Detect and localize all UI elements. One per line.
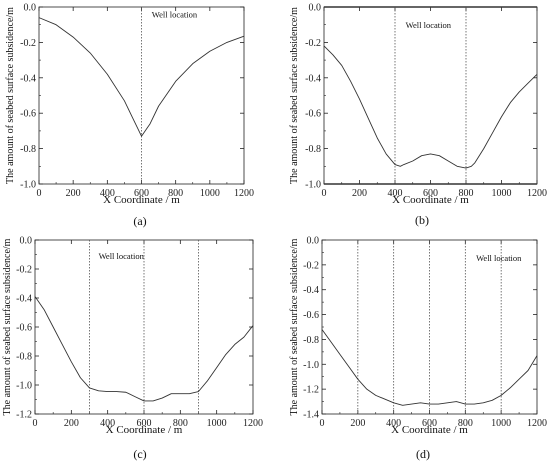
y-tick-label: -0.2	[20, 38, 36, 49]
well-location-annotation: Well location	[476, 253, 522, 263]
subsidence-series-line	[34, 296, 254, 402]
y-tick-label: -1.0	[305, 180, 321, 191]
x-tick-label: 800	[173, 418, 188, 429]
well-location-annotation: Well location	[152, 10, 198, 20]
y-tick-label: -0.6	[16, 323, 32, 334]
chart-panel-3: 0 200 400 600 800 1000 1200 0.0 -0.2 -0.4 -0.6 -0.8…	[2, 236, 263, 462]
x-tick-label: 200	[352, 188, 367, 199]
x-tick-label: 1200	[243, 418, 263, 429]
x-tick-label: 600	[137, 418, 152, 429]
x-axis-label: X Coordinate / m	[392, 194, 469, 206]
y-tick-label: -0.6	[303, 310, 319, 321]
x-tick-label: 800	[459, 188, 474, 199]
plot-frame	[323, 6, 538, 185]
chart-panel-4: 0 200 400 600 800 1000 1200 0.0 -0.2 -0.4 -0.6 -0.8…	[289, 236, 547, 462]
x-tick-label: 800	[458, 418, 473, 429]
x-axis-label: X Coordinate / m	[391, 424, 468, 436]
y-tick-label: -0.2	[16, 265, 32, 276]
x-tick-label: 1000	[492, 188, 512, 199]
y-tick-label: -0.8	[303, 335, 319, 346]
y-tick-label: 0.0	[309, 3, 322, 14]
x-tick-label: 800	[168, 188, 183, 199]
x-tick-label: 1200	[527, 418, 547, 429]
panel-label: (c)	[133, 447, 146, 461]
x-tick-label: 1000	[200, 188, 220, 199]
y-tick-label: 0.0	[24, 3, 37, 14]
y-tick-label: -0.6	[305, 109, 321, 120]
y-tick-label: -1.0	[303, 360, 319, 371]
y-tick-label: -1.2	[303, 385, 319, 396]
y-axis-label: The amount of seabed surface subsidence/…	[289, 7, 300, 184]
y-tick-label: 0.0	[20, 236, 33, 247]
subsidence-series-line	[321, 329, 538, 406]
y-tick-label: -1.0	[16, 381, 32, 392]
y-axis-label: The amount of seabed surface subsidence/…	[2, 238, 13, 415]
y-axis-label: The amount of seabed surface subsidence/…	[5, 7, 16, 184]
x-tick-label: 1000	[207, 418, 227, 429]
y-tick-label: -0.8	[20, 144, 36, 155]
y-axis-label: The amount of seabed surface subsidence/…	[289, 238, 300, 415]
y-tick-label: -0.4	[305, 73, 321, 84]
x-tick-label: 0	[322, 188, 327, 199]
y-tick-label: -0.8	[16, 352, 32, 363]
y-tick-label: -0.6	[20, 109, 36, 120]
x-tick-label: 600	[134, 188, 149, 199]
x-tick-label: 0	[33, 418, 38, 429]
y-tick-label: -0.4	[303, 285, 319, 296]
x-tick-label: 600	[422, 418, 437, 429]
x-tick-label: 1200	[527, 188, 547, 199]
subsidence-series-line	[38, 17, 245, 137]
y-tick-label: -1.0	[20, 180, 36, 191]
y-tick-label: -0.4	[16, 294, 32, 305]
x-tick-label: 400	[100, 418, 115, 429]
x-tick-label: 400	[100, 188, 115, 199]
y-tick-label: -0.8	[305, 144, 321, 155]
x-tick-label: 400	[386, 418, 401, 429]
y-tick-label: -1.2	[16, 410, 32, 421]
panel-label: (a)	[133, 214, 146, 228]
x-axis-label: X Coordinate / m	[103, 194, 180, 206]
x-tick-label: 200	[66, 188, 81, 199]
y-tick-label: -0.2	[303, 260, 319, 271]
y-tick-label: -0.2	[305, 38, 321, 49]
chart-panel-2: 0 200 400 600 800 1000 1200 0.0 -0.2 -0.4 -0.6 -0.8…	[289, 3, 547, 228]
panel-label: (d)	[416, 447, 430, 461]
well-location-annotation: Well location	[406, 20, 452, 30]
chart-panel-1: 0 200 400 600 800 1000 1200 0.0 -0.2 -0.4 -0.6 -0.8…	[5, 3, 254, 229]
x-tick-label: 0	[37, 188, 42, 199]
x-tick-label: 400	[388, 188, 403, 199]
y-tick-label: 0.0	[307, 236, 320, 247]
x-tick-label: 1000	[491, 418, 511, 429]
y-tick-label: -0.4	[20, 73, 36, 84]
x-tick-label: 600	[423, 188, 438, 199]
x-axis-label: X Coordinate / m	[106, 424, 183, 436]
subsidence-series-line	[323, 45, 538, 169]
well-location-annotation: Well location	[99, 251, 145, 261]
panel-label: (b)	[415, 213, 429, 227]
x-tick-label: 200	[64, 418, 79, 429]
x-tick-label: 0	[320, 418, 325, 429]
x-tick-label: 200	[350, 418, 365, 429]
y-tick-label: -1.4	[303, 410, 319, 421]
x-tick-label: 1200	[234, 188, 254, 199]
